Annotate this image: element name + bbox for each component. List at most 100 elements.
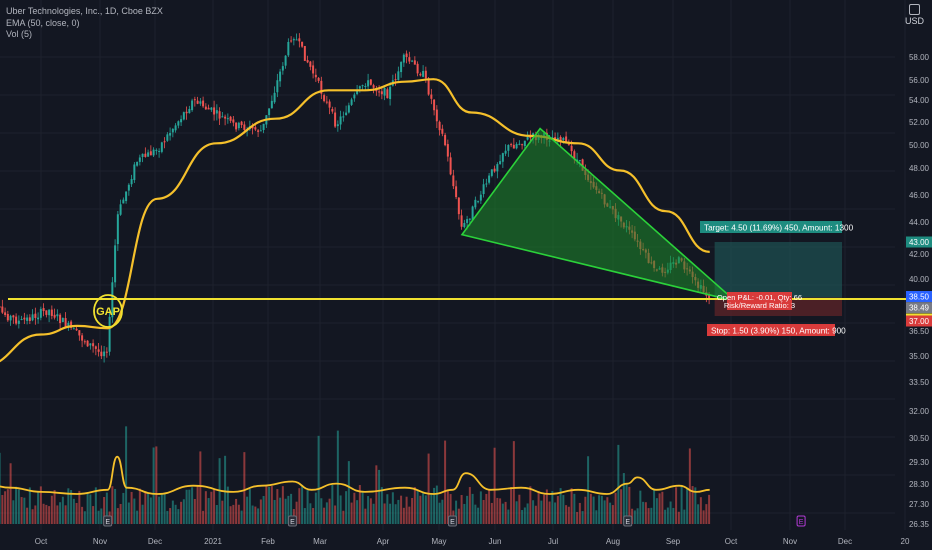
volume-bar — [320, 498, 323, 524]
volume-bar — [617, 444, 620, 524]
earnings-marker[interactable]: E — [287, 515, 297, 527]
volume-bar — [339, 495, 342, 524]
candle-body — [328, 101, 331, 108]
volume-bar — [92, 506, 95, 524]
earnings-marker-label: E — [799, 519, 804, 526]
price-axis-tick: 35.00 — [909, 352, 930, 361]
candle-body — [53, 314, 56, 318]
volume-bar — [17, 489, 20, 524]
volume-bar — [78, 490, 81, 524]
price-axis[interactable]: 58.00 56.00 54.00 52.00 50.00 48.00 46.00 44.00… — [909, 53, 930, 529]
volume-bar — [699, 497, 702, 524]
volume-bar — [336, 430, 339, 524]
candle-body — [435, 109, 438, 122]
volume-bar — [521, 510, 524, 524]
volume-bar — [694, 487, 697, 524]
volume-bar — [471, 493, 474, 524]
volume-bar — [463, 503, 466, 524]
candle-body — [0, 306, 1, 308]
symbol-title[interactable]: Uber Technologies, Inc., 1D, Cboe BZX — [6, 6, 163, 16]
time-axis-tick: 2021 — [204, 537, 222, 546]
price-axis-tick: 36.50 — [909, 327, 930, 336]
volume-bar — [570, 488, 573, 524]
volume-bar — [537, 491, 540, 524]
volume-bar — [103, 496, 106, 524]
candle-body — [251, 126, 254, 129]
candle-body — [512, 144, 515, 149]
ema-indicator-label[interactable]: EMA (50, close, 0) — [6, 17, 80, 28]
candle-body — [105, 351, 108, 353]
target-price-tag-label: 43.00 — [909, 238, 930, 247]
price-axis-tick: 32.00 — [909, 407, 930, 416]
volume-bar — [281, 486, 284, 524]
volume-bar — [501, 503, 504, 524]
volume-bar — [254, 506, 257, 524]
earnings-marker[interactable]: E — [623, 515, 633, 527]
current-price-tag-label: 38.50 — [909, 293, 930, 302]
volume-bar — [136, 510, 139, 524]
candle-body — [235, 122, 238, 130]
volume-bar — [350, 502, 353, 524]
candle-body — [397, 71, 400, 80]
volume-bar — [12, 500, 15, 524]
candle-body — [262, 123, 265, 131]
volume-indicator-label[interactable]: Vol (5) — [6, 29, 33, 39]
candle-body — [125, 191, 128, 202]
volume-bar — [611, 505, 614, 524]
price-axis-tick: 27.30 — [909, 500, 930, 509]
target-zone[interactable] — [714, 242, 842, 298]
entry-price-tag — [906, 302, 932, 314]
volume-bar — [606, 497, 609, 524]
volume-bar — [314, 492, 317, 524]
volume-bar — [677, 511, 680, 524]
candle-body — [174, 125, 177, 131]
volume-bar — [312, 508, 315, 524]
candle-body — [301, 41, 304, 47]
candle-body — [474, 199, 477, 208]
candle-body — [331, 108, 334, 112]
gap-label: GAP — [96, 306, 120, 318]
candle-body — [386, 89, 389, 99]
volume-bar — [567, 506, 570, 524]
volume-bar — [188, 489, 191, 524]
volume-bar — [67, 488, 70, 524]
earnings-marker[interactable]: E — [447, 515, 457, 527]
currency-selector[interactable]: USD — [905, 4, 924, 26]
candle-body — [273, 92, 276, 103]
volume-bar — [446, 490, 449, 524]
target-label-bg — [700, 221, 842, 233]
volume-bar — [466, 495, 469, 524]
candle-body — [229, 116, 232, 121]
earnings-marker[interactable]: E — [796, 515, 806, 527]
volume-bar — [265, 486, 268, 524]
target-label: Target: 4.50 (11.69%) 450, Amount: 1300 — [704, 224, 854, 233]
volume-bar — [600, 495, 603, 524]
candle-body — [141, 153, 144, 157]
risk-reward-label: Risk/Reward Ratio: 3 — [724, 301, 795, 310]
gap-annotation[interactable]: GAP — [93, 294, 123, 328]
volume-bar — [411, 497, 414, 524]
candle-body — [94, 346, 97, 349]
volume-bar — [204, 491, 207, 524]
time-axis[interactable]: Oct Nov Dec 2021 Feb Mar Apr May Jun Jul Aug Sep Oct… — [35, 537, 910, 546]
volume-bar — [457, 508, 460, 524]
candle-body — [26, 317, 29, 321]
volume-bar — [125, 426, 128, 524]
candle-body — [166, 134, 169, 141]
earnings-marker[interactable]: E — [103, 515, 113, 527]
volume-bar — [169, 508, 172, 524]
falling-wedge-pattern[interactable] — [460, 127, 736, 302]
volume-bar — [529, 486, 532, 524]
candle-body — [100, 351, 103, 357]
candle-body — [433, 99, 436, 111]
volume-bar — [97, 510, 100, 524]
volume-bar — [295, 501, 298, 524]
candle-body — [312, 65, 315, 74]
volume-bar — [202, 510, 205, 524]
candle-body — [237, 122, 240, 129]
price-axis-tick: 50.00 — [909, 141, 930, 150]
volume-bar — [257, 508, 260, 524]
price-axis-tick: 30.50 — [909, 434, 930, 443]
